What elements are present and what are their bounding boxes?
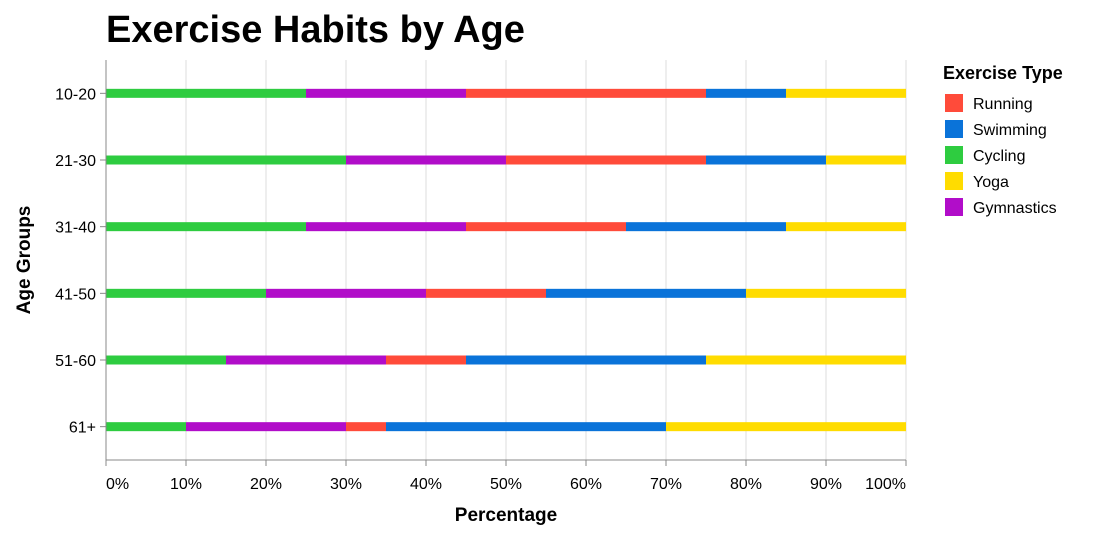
x-tick-label-20: 20% — [250, 476, 282, 493]
y-tick-label-10-20: 10-20 — [55, 86, 96, 103]
bar-51-60-gymnastics — [226, 355, 386, 365]
bar-10-20-running — [466, 88, 706, 98]
x-tick-label-100: 100% — [865, 476, 906, 493]
bar-61-swimming — [386, 422, 666, 432]
bar-10-20-yoga — [786, 88, 906, 98]
x-tick-label-90: 90% — [810, 476, 842, 493]
bar-31-40-swimming — [626, 222, 786, 232]
y-axis-title: Age Groups — [14, 206, 35, 315]
bar-21-30-gymnastics — [346, 155, 506, 165]
bar-61-yoga — [666, 422, 906, 432]
legend-label-yoga: Yoga — [973, 174, 1009, 191]
bars — [106, 88, 906, 432]
legend: Exercise Type Running Swimming Cycling Yoga… — [943, 63, 1063, 217]
y-tick-label-51-60: 51-60 — [55, 353, 96, 370]
gridlines — [105, 60, 907, 460]
x-tick-label-40: 40% — [410, 476, 442, 493]
bar-10-20-swimming — [706, 88, 786, 98]
legend-swatch-cycling — [945, 146, 963, 164]
bar-51-60-running — [386, 355, 466, 365]
bar-51-60-swimming — [466, 355, 706, 365]
y-tick-label-41-50: 41-50 — [55, 286, 96, 303]
bar-21-30-swimming — [706, 155, 826, 165]
x-tick-label-50: 50% — [490, 476, 522, 493]
bar-41-50-yoga — [746, 288, 906, 298]
x-tick-label-30: 30% — [330, 476, 362, 493]
legend-swatch-yoga — [945, 172, 963, 190]
bar-31-40-gymnastics — [306, 222, 466, 232]
bar-41-50-gymnastics — [266, 288, 426, 298]
bar-31-40-running — [466, 222, 626, 232]
bar-41-50-swimming — [546, 288, 746, 298]
legend-title: Exercise Type — [943, 63, 1063, 83]
bar-21-30-running — [506, 155, 706, 165]
bar-31-40-cycling — [106, 222, 306, 232]
y-tick-label-61: 61+ — [69, 420, 96, 437]
legend-label-gymnastics: Gymnastics — [973, 200, 1057, 217]
legend-swatch-gymnastics — [945, 198, 963, 216]
bar-31-40-yoga — [786, 222, 906, 232]
x-tick-label-60: 60% — [570, 476, 602, 493]
bar-41-50-cycling — [106, 288, 266, 298]
bar-61-gymnastics — [186, 422, 346, 432]
y-tick-label-31-40: 31-40 — [55, 220, 96, 237]
bar-21-30-yoga — [826, 155, 906, 165]
x-axis-title: Percentage — [455, 505, 557, 526]
bar-10-20-cycling — [106, 88, 306, 98]
bar-51-60-yoga — [706, 355, 906, 365]
bar-21-30-cycling — [106, 155, 346, 165]
legend-label-running: Running — [973, 96, 1033, 113]
x-tick-label-10: 10% — [170, 476, 202, 493]
legend-label-cycling: Cycling — [973, 148, 1025, 165]
axes: 0% 10% 20% 30% 40% 50% 60% 70% 80% 90% 100% 10-20 21… — [55, 60, 907, 493]
x-tick-label-80: 80% — [730, 476, 762, 493]
bar-41-50-running — [426, 288, 546, 298]
bar-61-cycling — [106, 422, 186, 432]
bar-51-60-cycling — [106, 355, 226, 365]
x-tick-label-70: 70% — [650, 476, 682, 493]
legend-swatch-running — [945, 94, 963, 112]
bar-10-20-gymnastics — [306, 88, 466, 98]
x-tick-label-0: 0% — [106, 476, 129, 493]
legend-items: Running Swimming Cycling Yoga Gymnastics — [945, 94, 1057, 217]
y-tick-label-21-30: 21-30 — [55, 153, 96, 170]
legend-swatch-swimming — [945, 120, 963, 138]
chart-title: Exercise Habits by Age — [106, 9, 525, 51]
bar-61-running — [346, 422, 386, 432]
legend-label-swimming: Swimming — [973, 122, 1047, 139]
